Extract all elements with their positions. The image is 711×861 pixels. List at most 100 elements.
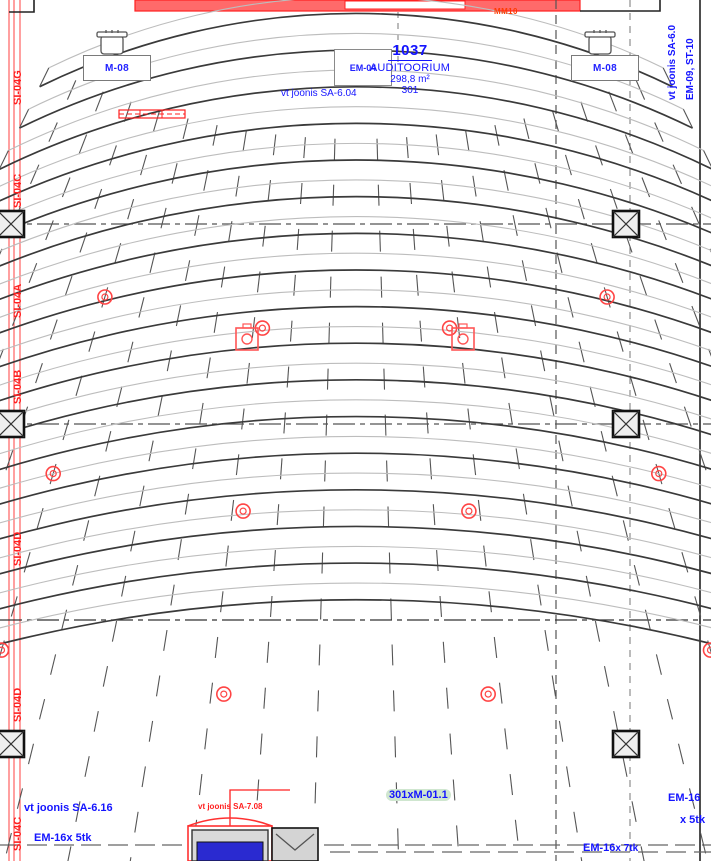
seat-divider bbox=[45, 220, 54, 241]
seat-row-line bbox=[0, 85, 711, 170]
seat-divider bbox=[688, 788, 696, 809]
seat-red-marker-core bbox=[258, 324, 266, 332]
seat-divider bbox=[283, 412, 286, 434]
seat-divider bbox=[303, 137, 306, 159]
seat-divider bbox=[325, 414, 328, 436]
seat-row-line bbox=[0, 488, 711, 540]
equipment-box-m08-right[interactable]: M-08 bbox=[571, 55, 639, 81]
seat-divider bbox=[333, 138, 336, 160]
seat-divider bbox=[409, 182, 413, 205]
seat-divider bbox=[49, 319, 58, 340]
seat-divider bbox=[483, 545, 487, 567]
seat-divider bbox=[329, 276, 332, 298]
seat-divider bbox=[521, 260, 528, 282]
seat-divider bbox=[377, 184, 380, 206]
seat-divider bbox=[622, 756, 628, 777]
seat-row-line bbox=[0, 159, 711, 235]
seat-divider bbox=[273, 550, 276, 572]
room-code: 301 bbox=[401, 85, 419, 96]
seat-divider bbox=[608, 91, 617, 112]
seat-divider bbox=[674, 263, 684, 283]
label-em16-7tk-qty: x 7tk bbox=[615, 843, 639, 854]
seat-row-front-edge bbox=[0, 142, 711, 220]
seat-divider bbox=[452, 779, 456, 801]
seat-divider bbox=[549, 395, 555, 417]
grid-label-si04b: SI-04B bbox=[12, 369, 24, 404]
axis-marker-left-2 bbox=[0, 409, 26, 439]
seat-divider bbox=[293, 274, 296, 296]
seat-divider bbox=[289, 320, 293, 342]
grid-label-si04c-2: SI-04C bbox=[12, 816, 24, 851]
seat-divider bbox=[138, 297, 145, 318]
grid-label-si04g: SI-04G bbox=[12, 70, 24, 105]
seat-divider bbox=[95, 91, 104, 112]
seat-divider bbox=[462, 362, 466, 384]
seat-row-front-edge bbox=[0, 509, 711, 559]
seat-divider bbox=[654, 122, 664, 142]
seat-divider bbox=[435, 134, 440, 156]
seat-divider bbox=[134, 811, 139, 833]
seat-divider bbox=[148, 720, 154, 742]
seat-divider bbox=[127, 341, 134, 363]
seat-divider bbox=[50, 654, 57, 675]
seat-divider bbox=[130, 530, 136, 552]
seat-divider bbox=[235, 454, 240, 476]
seat-divider bbox=[629, 375, 637, 396]
seat-divider bbox=[573, 811, 578, 833]
seat-divider bbox=[456, 825, 459, 847]
seat-divider bbox=[62, 419, 70, 441]
seat-divider bbox=[263, 687, 266, 709]
seat-divider bbox=[551, 675, 557, 697]
seat-divider bbox=[545, 207, 552, 229]
door-tag-text: 301xM-01.1 bbox=[386, 789, 451, 801]
equipment-box-em04[interactable]: EM-04 bbox=[334, 49, 392, 86]
label-vt-joonis-616: vt joonis SA-6.16 bbox=[24, 802, 113, 814]
seat-red-marker-core bbox=[101, 293, 109, 301]
red-dimension-strip bbox=[118, 109, 186, 119]
seat-divider bbox=[75, 375, 83, 396]
seat-divider bbox=[486, 266, 492, 288]
seat-divider bbox=[153, 110, 161, 132]
seat-divider bbox=[640, 846, 645, 861]
seat-divider bbox=[472, 454, 477, 476]
seat-divider bbox=[386, 460, 388, 482]
seat-divider bbox=[566, 766, 571, 788]
seat-divider bbox=[286, 366, 290, 388]
seat-divider bbox=[175, 305, 182, 327]
seat-divider bbox=[567, 297, 574, 318]
seat-divider bbox=[585, 575, 591, 597]
seat-divider bbox=[658, 220, 667, 241]
seat-row-front-edge bbox=[0, 399, 711, 455]
seat-divider bbox=[613, 710, 619, 732]
label-em16-5tk-left: EM-16x 5tk bbox=[34, 832, 92, 844]
seat-divider bbox=[442, 641, 446, 663]
seat-divider bbox=[498, 682, 503, 704]
seat-divider bbox=[149, 252, 156, 274]
seat-divider bbox=[241, 408, 245, 430]
seat-divider bbox=[155, 675, 161, 697]
seat-divider bbox=[472, 175, 477, 197]
seat-divider bbox=[328, 322, 331, 344]
seat-divider bbox=[477, 499, 482, 521]
seat-divider bbox=[242, 130, 247, 152]
seat-divider bbox=[184, 493, 190, 515]
seat-divider bbox=[209, 682, 214, 704]
seat-divider bbox=[320, 598, 322, 620]
seat-divider bbox=[576, 530, 582, 552]
seat-row-front-edge bbox=[0, 106, 711, 187]
equipment-box-m08-left[interactable]: M-08 bbox=[83, 55, 151, 81]
seat-divider bbox=[384, 414, 387, 436]
seat-divider bbox=[577, 198, 585, 220]
seat-divider bbox=[508, 402, 513, 424]
seat-row-front-edge bbox=[0, 252, 711, 318]
seat-red-marker-core bbox=[484, 690, 492, 698]
seat-divider bbox=[522, 493, 528, 515]
seat-divider bbox=[259, 733, 263, 755]
seat-divider bbox=[332, 184, 335, 206]
seat-divider bbox=[394, 736, 397, 758]
seat-divider bbox=[426, 412, 429, 434]
seat-divider bbox=[422, 366, 426, 388]
seat-divider bbox=[467, 408, 471, 430]
